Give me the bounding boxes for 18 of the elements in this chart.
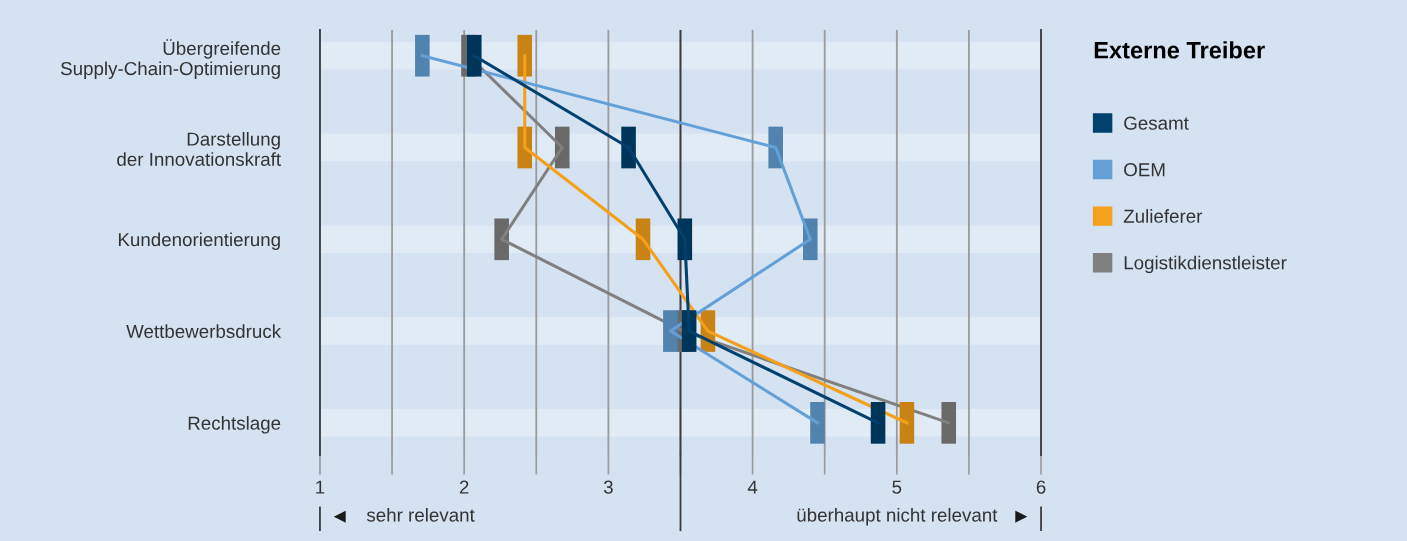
x-tick-label: 4	[747, 480, 758, 494]
text: sehr relevant	[366, 507, 475, 522]
legend-label: OEM	[1124, 163, 1165, 177]
x-tick-label: 2	[459, 480, 469, 494]
y-tick-label: Rechtslage	[188, 416, 281, 434]
y-tick-label: Kundenorientierung	[118, 232, 280, 250]
y-tick-label: Übergreifende Supply-Chain-Optimierung	[60, 39, 281, 79]
legend-label: Logistikdienstleister	[1124, 255, 1287, 274]
legend-title: Externe Treiber	[1094, 41, 1265, 59]
legend-label: Zulieferer	[1123, 209, 1203, 223]
x-tick-label: 1	[316, 480, 325, 494]
x-tick-label: 3	[603, 480, 613, 494]
legend-label: Gesamt	[1124, 116, 1189, 130]
text: überhaupt nicht relevant	[797, 507, 998, 526]
y-tick-label: Darstellung der Innovationskraft	[117, 131, 281, 166]
x-tick-label: 5	[892, 480, 902, 494]
y-tick-label: Wettbewerbsdruck	[126, 324, 282, 339]
x-tick-label: 6	[1036, 480, 1046, 494]
